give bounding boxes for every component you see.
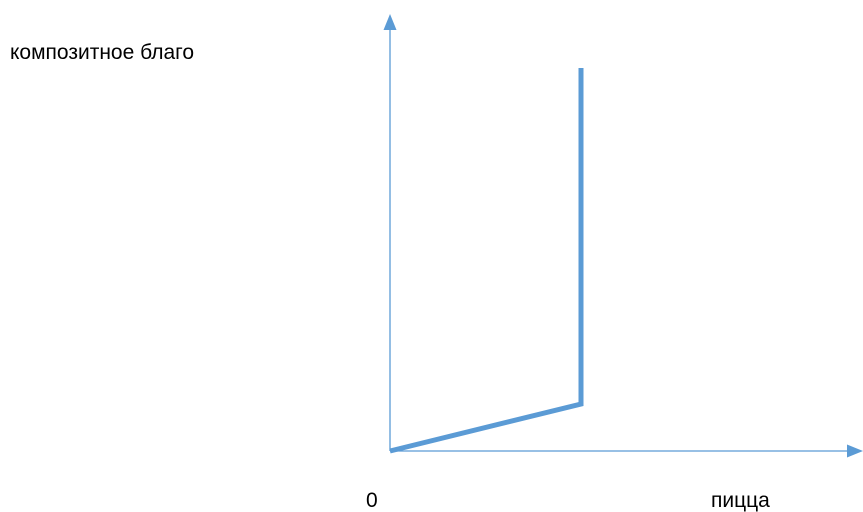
x-axis-arrowhead (847, 444, 863, 458)
y-axis-label: композитное благо (10, 41, 195, 64)
x-axis-label: пицца (711, 489, 770, 512)
origin-label: 0 (366, 489, 378, 512)
kinked-curve (389, 68, 584, 454)
y-axis-arrowhead (383, 14, 397, 30)
